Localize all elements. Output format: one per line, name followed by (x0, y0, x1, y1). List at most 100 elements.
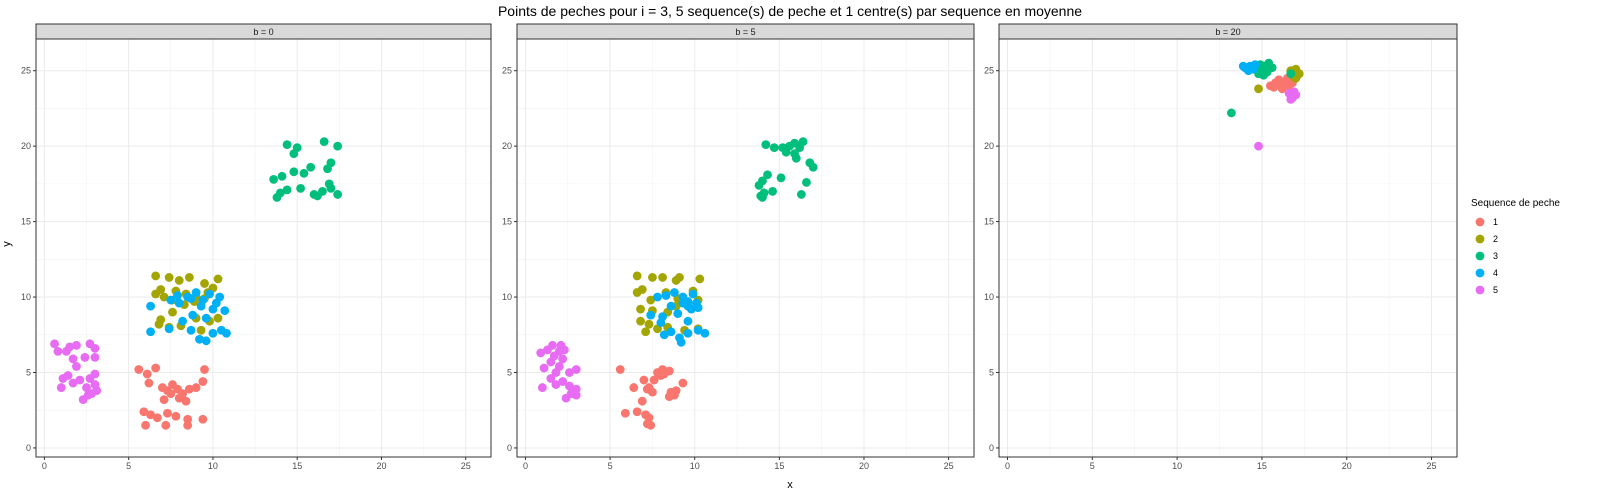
data-point (615, 365, 625, 374)
data-point (688, 289, 698, 299)
legend-label: 2 (1493, 234, 1498, 244)
data-point (659, 369, 669, 379)
data-point (1286, 69, 1296, 79)
data-point (1288, 93, 1297, 103)
data-point (168, 307, 177, 317)
x-tick-label: 5 (1090, 461, 1095, 471)
data-point (208, 304, 218, 314)
data-point (1267, 63, 1277, 73)
data-point (629, 383, 639, 392)
facet-panel: b = 5 0 5 10 15 20 25 0 5 10 15 20 25 (502, 23, 975, 471)
data-point (191, 383, 201, 392)
data-point (164, 273, 174, 282)
data-point (152, 413, 162, 423)
data-point (648, 273, 657, 282)
data-point (142, 369, 152, 379)
data-point (151, 363, 161, 373)
data-point (269, 174, 279, 184)
data-point (323, 164, 332, 174)
data-point (551, 368, 561, 377)
x-tick-label: 25 (461, 461, 471, 471)
data-point (166, 295, 176, 305)
data-point (1274, 75, 1284, 85)
data-point (551, 380, 561, 389)
data-point (649, 375, 659, 385)
y-axis-title: y (1, 241, 13, 247)
panel-border (35, 38, 492, 458)
data-point (90, 353, 100, 362)
data-point (289, 167, 299, 177)
data-point (53, 346, 63, 356)
data-point (196, 325, 206, 335)
data-point (781, 147, 791, 157)
facet-panel: b = 20 0 5 10 15 20 25 0 5 10 15 20 25 (984, 23, 1458, 471)
data-point (670, 390, 679, 400)
data-point (282, 185, 292, 195)
legend-label: 1 (1493, 217, 1498, 227)
data-point (637, 285, 647, 294)
data-point (90, 369, 100, 379)
data-point (215, 292, 225, 302)
y-tick-label: 15 (21, 217, 31, 227)
data-point (151, 271, 161, 281)
x-tick-label: 15 (1257, 461, 1267, 471)
legend-marker (1475, 285, 1485, 295)
data-point (220, 306, 230, 316)
legend-label: 5 (1493, 285, 1498, 295)
y-tick-label: 20 (21, 141, 31, 151)
data-point (184, 273, 194, 282)
data-point (171, 411, 181, 421)
data-point (639, 375, 649, 385)
data-point (1259, 70, 1269, 80)
data-point (791, 153, 801, 163)
legend-title: Sequence de peche (1471, 198, 1560, 209)
data-point (195, 334, 204, 344)
legend-marker (1475, 234, 1485, 244)
data-point (700, 328, 710, 338)
data-point (282, 140, 292, 150)
data-point (146, 301, 155, 311)
data-point (72, 340, 81, 350)
data-point (636, 316, 645, 326)
data-point (537, 383, 547, 392)
y-tick-label: 5 (507, 367, 512, 377)
data-point (658, 273, 667, 282)
data-point (198, 377, 208, 386)
data-point (642, 419, 652, 429)
data-point (565, 368, 574, 377)
data-point (56, 383, 66, 392)
data-point (646, 310, 656, 320)
data-point (1250, 60, 1260, 70)
chart-title: Points de peches pour i = 3, 5 sequence(… (498, 3, 1082, 19)
data-point (173, 291, 182, 300)
data-point (146, 410, 155, 420)
data-point (183, 414, 193, 424)
data-point (139, 407, 149, 417)
data-point (754, 180, 764, 190)
data-point (191, 288, 201, 297)
data-point (80, 353, 90, 362)
data-point (1254, 84, 1263, 94)
data-point (200, 365, 209, 374)
data-point (213, 313, 223, 323)
x-tick-label: 20 (376, 461, 386, 471)
data-point (296, 183, 305, 193)
data-point (558, 377, 568, 386)
data-point (620, 408, 630, 418)
data-point (201, 336, 211, 346)
x-tick-label: 0 (523, 461, 528, 471)
data-point (571, 390, 581, 400)
x-tick-label: 20 (859, 461, 869, 471)
data-point (75, 375, 85, 385)
legend-label: 3 (1493, 251, 1498, 261)
x-axis-title: x (787, 479, 793, 491)
data-point (637, 396, 647, 406)
data-point (1269, 82, 1279, 92)
data-point (68, 378, 78, 388)
x-tick-label: 10 (690, 461, 700, 471)
data-point (676, 337, 686, 347)
legend-marker (1475, 217, 1485, 227)
data-point (90, 343, 100, 353)
facet-label: b = 5 (735, 27, 755, 37)
data-point (63, 371, 73, 380)
